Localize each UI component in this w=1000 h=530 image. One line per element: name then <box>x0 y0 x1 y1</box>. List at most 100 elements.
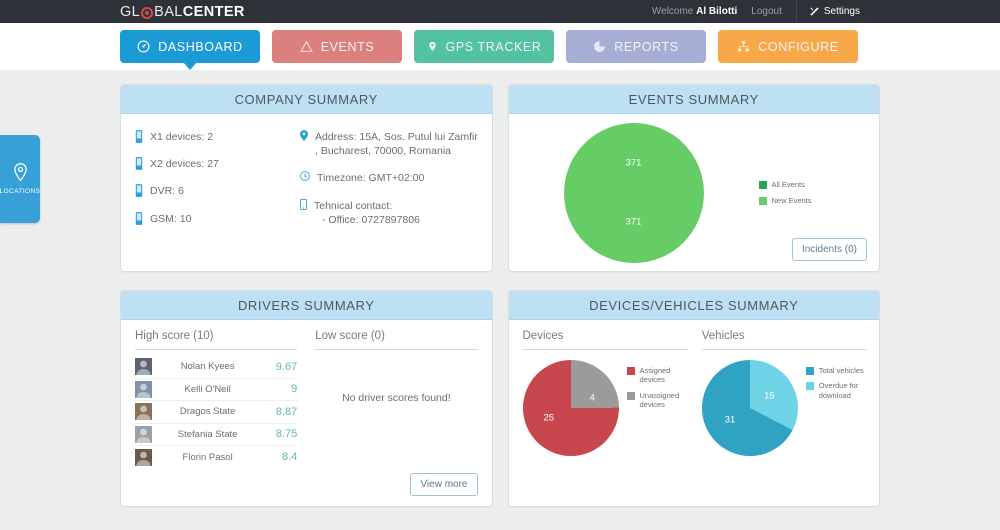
events-pie-area: 371 371 <box>509 122 759 263</box>
vehicles-legend: Total vehicles Overdue for download <box>805 366 867 400</box>
legend-swatch <box>805 382 814 391</box>
nav-dashboard-label: DASHBOARD <box>158 39 243 54</box>
address-text: Address: 15A, Sos. Putul lui Zamfir , Bu… <box>315 130 482 158</box>
legend-label: Total vehicles <box>818 366 864 375</box>
address-label: Address: <box>315 131 357 143</box>
driver-row[interactable]: Florin Pasol 8.4 <box>135 446 297 469</box>
legend-swatch <box>626 367 635 375</box>
devices-pie-chart: 25 4 <box>522 360 619 456</box>
company-contact-details: Address: 15A, Sos. Putul lui Zamfir , Bu… <box>300 130 482 240</box>
address-line2: Bucharest, 70000, Romania <box>320 145 452 158</box>
driver-row[interactable]: Dragos State 8.87 <box>135 401 298 424</box>
devices-vehicles-content: Devices 25 4 Assig <box>509 320 880 506</box>
panel-events-summary: EVENTS SUMMARY 371 371 All Events <box>507 84 880 272</box>
devices-header: Devices <box>522 330 688 350</box>
legend-label: Overdue for download <box>818 381 859 400</box>
app-logo: GL BAL CENTER <box>120 4 245 20</box>
driver-score: 8.75 <box>275 428 298 441</box>
settings-link[interactable]: Settings <box>795 0 860 23</box>
nav-reports[interactable]: REPORTS <box>566 30 706 63</box>
nav-gps-tracker-label: GPS TRACKER <box>445 39 542 54</box>
legend-swatch <box>758 181 767 190</box>
events-legend: All Events New Events <box>758 180 812 205</box>
driver-score: 8.87 <box>275 405 298 418</box>
devices-legend: Assigned devices Unassigned devices <box>626 366 688 410</box>
vehicles-header: Vehicles <box>701 330 867 350</box>
nav-events[interactable]: EVENTS <box>272 30 402 63</box>
device-count-row: X2 devices: 27 <box>135 157 300 171</box>
legend-item-unassigned-devices: Unassigned devices <box>626 390 688 410</box>
dashboard-icon <box>137 40 150 53</box>
device-icon <box>135 157 143 171</box>
top-bar-right: Welcome Al Bilotti Logout Settings <box>652 0 1000 23</box>
devices-chart-area: 25 4 Assigned devices <box>522 360 688 456</box>
events-pie-label-new: 371 <box>625 157 642 169</box>
vehicles-column: Vehicles 31 15 Tot <box>701 330 867 506</box>
driver-row[interactable]: Nolan Kyees 9.67 <box>135 356 298 379</box>
map-pin-icon <box>13 163 27 182</box>
technical-contact-text: Tehnical contact: - Office: 0727897806 <box>314 199 420 227</box>
driver-score: 9 <box>291 383 298 396</box>
avatar <box>135 358 152 376</box>
contact-title: Tehnical contact: <box>314 199 393 212</box>
device-count-row: DVR: 6 <box>135 184 300 198</box>
legend-item-all-events: All Events <box>758 180 812 190</box>
address-line1: 15A, Sos. Putul lui Zamfir , <box>315 131 478 158</box>
driver-score: 9.67 <box>275 360 298 373</box>
nav-dashboard[interactable]: DASHBOARD <box>120 30 260 70</box>
locations-tab-label: LOCATIONS <box>0 188 41 195</box>
legend-item-new-events: New Events <box>758 195 812 205</box>
incidents-button[interactable]: Incidents (0) <box>791 238 867 261</box>
legend-label: Unassigned devices <box>639 390 680 410</box>
nav-gps-tracker[interactable]: GPS TRACKER <box>414 30 554 63</box>
legend-item-assigned-devices: Assigned devices <box>626 366 688 385</box>
device-count-row: X1 devices: 2 <box>135 130 300 144</box>
logo-text-gl: GL <box>120 3 141 20</box>
driver-name: Stefania State <box>177 428 238 440</box>
devices-vehicles-summary-title: DEVICES/VEHICLES SUMMARY <box>508 291 879 320</box>
timezone-text: Timezone: GMT+02:00 <box>317 172 425 185</box>
company-device-counts: X1 devices: 2 X2 devices: 27 <box>135 130 300 240</box>
welcome-text: Welcome Al Bilotti <box>652 6 737 17</box>
driver-score: 8.4 <box>281 451 298 464</box>
timezone-row: Timezone: GMT+02:00 <box>300 171 482 185</box>
logo-text-bal: BAL <box>154 3 183 20</box>
panel-devices-vehicles-summary: DEVICES/VEHICLES SUMMARY Devices 25 4 <box>507 290 880 507</box>
device-icon <box>135 211 143 225</box>
wrench-icon <box>810 7 819 16</box>
events-pie-chart: 371 371 <box>563 122 704 263</box>
device-count-label: DVR: 6 <box>150 185 184 198</box>
driver-name: Nolan Kyees <box>180 361 235 373</box>
logout-link[interactable]: Logout <box>751 6 782 17</box>
nav-reports-label: REPORTS <box>614 39 679 54</box>
panel-drivers-summary: DRIVERS SUMMARY High score (10) Nolan Ky… <box>120 290 493 507</box>
company-summary-title: COMPANY SUMMARY <box>121 85 492 114</box>
driver-name: Dragos State <box>179 406 236 418</box>
driver-row[interactable]: Kelli O'Neil 9 <box>135 379 298 401</box>
view-more-button[interactable]: View more <box>410 473 478 496</box>
clock-icon <box>300 171 310 182</box>
high-score-list: Nolan Kyees 9.67 Kelli O'Neil 9 Dragos State… <box>135 356 298 469</box>
legend-label: All Events <box>771 180 805 190</box>
sitemap-icon <box>738 41 750 52</box>
low-score-column: Low score (0) No driver scores found! <box>315 330 478 506</box>
sidebar-tab-locations[interactable]: LOCATIONS <box>0 135 40 223</box>
legend-swatch <box>626 391 635 400</box>
device-icon <box>135 184 143 198</box>
nav-events-label: EVENTS <box>320 39 375 54</box>
logo-text-center: CENTER <box>182 3 245 20</box>
device-count-label: GSM: 10 <box>150 212 192 225</box>
legend-swatch <box>805 367 814 375</box>
no-driver-scores-message: No driver scores found! <box>342 392 451 404</box>
welcome-prefix: Welcome <box>651 6 694 17</box>
device-icon <box>135 130 143 143</box>
nav-configure[interactable]: CONFIGURE <box>718 30 858 63</box>
pie-chart-icon <box>594 41 606 52</box>
settings-label: Settings <box>823 6 860 17</box>
events-summary-content: 371 371 All Events New Events <box>509 114 880 271</box>
legend-item-overdue-download: Overdue for download <box>805 381 867 400</box>
legend-label: New Events <box>771 195 812 205</box>
avatar <box>135 448 152 466</box>
driver-row[interactable]: Stefania State 8.75 <box>135 424 298 446</box>
map-marker-icon <box>428 41 436 52</box>
